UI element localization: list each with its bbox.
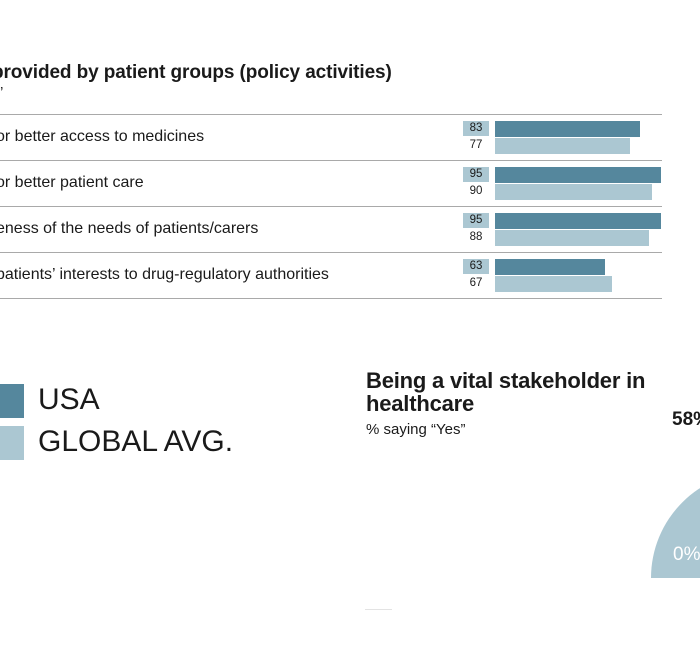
data-label-global: 77 bbox=[463, 138, 489, 153]
data-label-global: 88 bbox=[463, 230, 489, 245]
legend-swatch-usa bbox=[0, 384, 24, 418]
data-label-usa: 83 bbox=[463, 121, 489, 136]
legend-label-usa: USA bbox=[38, 383, 100, 416]
bar-chart-rows: or better access to medicines 83 77 or bett… bbox=[0, 114, 662, 299]
data-label-usa: 95 bbox=[463, 213, 489, 228]
pie-label-top: 58% bbox=[672, 409, 700, 430]
bar-global bbox=[495, 230, 649, 246]
legend-swatch-global bbox=[0, 426, 24, 460]
bar-usa bbox=[495, 213, 661, 229]
bar-row: patients’ interests to drug-regulatory a… bbox=[0, 252, 662, 299]
bar-usa bbox=[495, 121, 640, 137]
pie-chart-title: Being a vital stakeholder in healthcare bbox=[366, 368, 646, 416]
pie-chart-subtitle: % saying “Yes” bbox=[366, 421, 466, 438]
pie-label-zero: 0% bbox=[673, 544, 700, 565]
bar-usa bbox=[495, 167, 661, 183]
divider bbox=[365, 609, 392, 610]
bar-row: or better access to medicines 83 77 bbox=[0, 114, 662, 160]
legend-label-global: GLOBAL AVG. bbox=[38, 425, 234, 458]
bar-global bbox=[495, 184, 652, 200]
category-label: patients’ interests to drug-regulatory a… bbox=[0, 266, 329, 283]
data-label-usa: 95 bbox=[463, 167, 489, 182]
data-label-global: 67 bbox=[463, 276, 489, 291]
bar-row: eness of the needs of patients/carers 95 8… bbox=[0, 206, 662, 252]
pie-slice bbox=[651, 488, 700, 578]
category-label: eness of the needs of patients/carers bbox=[0, 220, 259, 237]
bar-global bbox=[495, 276, 612, 292]
chart-title: provided by patient groups (policy activ… bbox=[0, 62, 392, 83]
data-label-global: 90 bbox=[463, 184, 489, 199]
bar-global bbox=[495, 138, 630, 154]
bar-usa bbox=[495, 259, 605, 275]
data-label-usa: 63 bbox=[463, 259, 489, 274]
bar-row: or better patient care 95 90 bbox=[0, 160, 662, 206]
category-label: or better patient care bbox=[0, 174, 144, 191]
category-label: or better access to medicines bbox=[0, 128, 205, 145]
chart-subtitle: ” bbox=[0, 84, 3, 101]
